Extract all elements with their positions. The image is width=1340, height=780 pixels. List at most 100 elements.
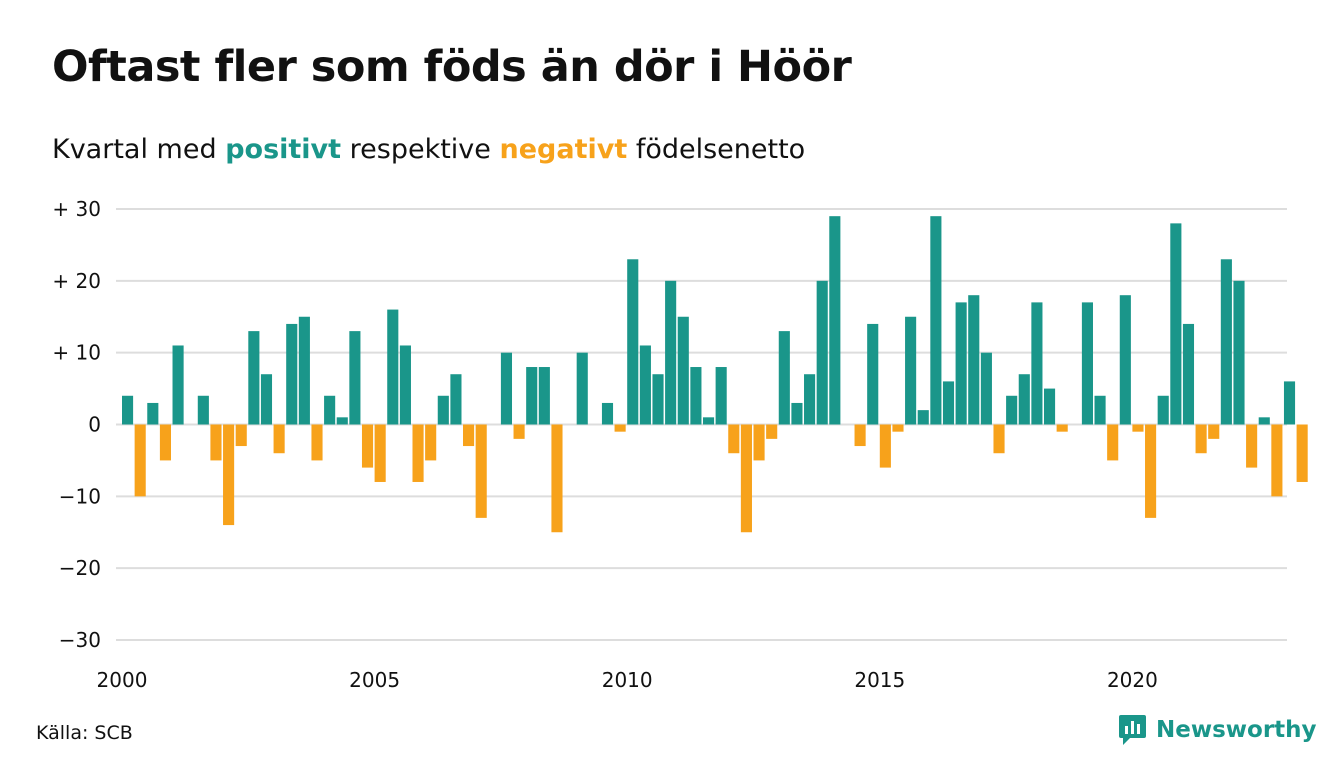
bar-positive: [1157, 395, 1169, 425]
bar-positive: [955, 302, 967, 425]
bar-positive: [286, 323, 298, 425]
bar-positive: [1220, 259, 1232, 425]
bar-positive: [122, 395, 134, 425]
bar-positive: [1258, 417, 1270, 425]
bar-positive: [942, 381, 955, 425]
bar-negative: [993, 424, 1005, 454]
bar-positive: [968, 295, 980, 425]
bar-positive: [627, 259, 639, 425]
bar-positive: [1031, 302, 1043, 425]
bar-negative: [551, 424, 563, 533]
bar-negative: [374, 424, 386, 482]
bar-negative: [235, 424, 247, 447]
y-tick-label: + 30: [52, 197, 101, 221]
source-note: Källa: SCB: [36, 722, 133, 744]
brand-name: Newsworthy: [1156, 717, 1317, 743]
bar-negative: [159, 424, 171, 461]
x-tick-label: 2005: [349, 668, 400, 692]
bar-positive: [437, 395, 449, 425]
bar-positive: [1170, 223, 1182, 425]
bar-positive: [500, 352, 513, 425]
bar-positive: [1006, 395, 1018, 425]
subtitle-middle: respektive: [341, 134, 500, 165]
y-tick-label: −20: [59, 556, 101, 580]
x-tick-label: 2000: [97, 668, 148, 692]
y-tick-label: −30: [59, 628, 101, 652]
bar-negative: [273, 424, 285, 454]
bar-positive: [1233, 280, 1245, 425]
bar-positive: [172, 345, 184, 425]
bar-negative: [475, 424, 487, 518]
bar-positive: [867, 323, 879, 425]
chart-subtitle: Kvartal med positivt respektive negativt…: [52, 134, 805, 165]
bar-positive: [1283, 381, 1296, 425]
y-tick-label: −10: [59, 484, 101, 508]
bar-positive: [665, 280, 677, 425]
bar-positive: [829, 216, 841, 425]
bar-negative: [1195, 424, 1207, 454]
bar-positive: [677, 316, 689, 425]
bar-negative: [728, 424, 740, 454]
bar-negative: [463, 424, 475, 447]
bar-positive: [980, 352, 992, 425]
x-axis-labels: 2000 2005 2010 2015 2020: [97, 668, 1158, 692]
bar-positive: [1081, 302, 1093, 425]
bar-positive: [816, 280, 828, 425]
y-axis-labels: + 30 + 20 + 10 0 −10 −20 −30: [52, 197, 101, 652]
bar-positive: [778, 331, 790, 425]
bar-negative: [753, 424, 765, 461]
bar-negative: [1208, 424, 1220, 439]
bar-positive: [804, 374, 816, 425]
bar-negative: [1132, 424, 1144, 432]
bar-negative: [766, 424, 778, 439]
bar-positive: [197, 395, 209, 425]
subtitle-suffix: födelsenetto: [627, 134, 806, 165]
brand-logo: Newsworthy: [1118, 714, 1317, 746]
bar-positive: [690, 367, 702, 425]
bar-positive: [1043, 388, 1056, 425]
bar-series: [122, 216, 1308, 533]
bar-positive: [526, 367, 538, 425]
bar-positive: [260, 374, 273, 425]
bar-positive: [399, 345, 411, 425]
bar-negative: [425, 424, 437, 461]
chart-title: Oftast fler som föds än dör i Höör: [52, 42, 852, 92]
x-tick-label: 2015: [854, 668, 905, 692]
bar-positive: [601, 402, 614, 425]
bar-negative: [210, 424, 222, 461]
bar-negative: [740, 424, 752, 533]
bar-negative: [1145, 424, 1157, 518]
bar-negative: [1246, 424, 1258, 468]
bar-positive: [1094, 395, 1106, 425]
bar-negative: [1296, 424, 1308, 482]
newsworthy-logo-icon: [1119, 715, 1146, 745]
bar-chart: + 30+ 20+ 100−10−20−30 2000 2005 2010 2015 2…: [52, 197, 1308, 692]
bar-positive: [1018, 374, 1030, 425]
bar-negative: [1107, 424, 1119, 461]
bar-positive: [702, 417, 715, 425]
bar-positive: [917, 410, 929, 425]
bar-positive: [576, 352, 588, 425]
bar-positive: [349, 331, 361, 425]
bar-positive: [538, 367, 550, 425]
bar-positive: [248, 331, 260, 425]
bar-positive: [147, 402, 159, 425]
y-tick-label: + 20: [52, 269, 101, 293]
bar-positive: [1182, 323, 1195, 425]
subtitle-negative-word: negativt: [499, 134, 628, 165]
y-tick-label: + 10: [52, 341, 101, 365]
bar-positive: [450, 374, 462, 425]
bar-negative: [854, 424, 866, 447]
bar-negative: [513, 424, 525, 439]
subtitle-positive-word: positivt: [225, 134, 342, 165]
bar-negative: [1056, 424, 1068, 432]
bar-negative: [223, 424, 235, 526]
bar-negative: [879, 424, 891, 468]
x-tick-label: 2020: [1107, 668, 1158, 692]
y-tick-label: 0: [88, 413, 101, 437]
bar-negative: [311, 424, 323, 461]
bar-positive: [639, 345, 651, 425]
bar-positive: [298, 316, 310, 425]
bar-positive: [905, 316, 917, 425]
bar-negative: [614, 424, 626, 432]
